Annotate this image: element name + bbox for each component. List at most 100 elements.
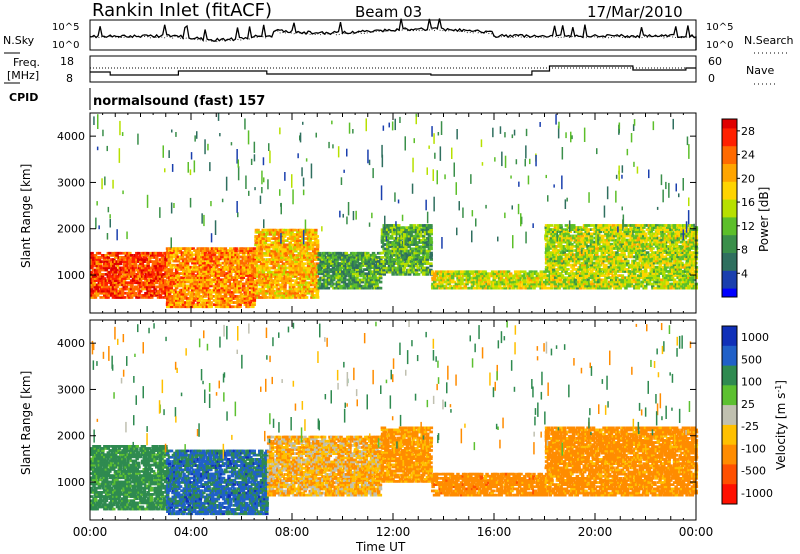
heatmap-cell xyxy=(141,287,145,291)
heatmap-cell xyxy=(593,272,597,275)
heatmap-cell xyxy=(611,261,615,265)
heatmap-cell xyxy=(232,257,237,261)
heatmap-cell xyxy=(310,270,314,274)
heatmap-cell xyxy=(596,257,601,261)
heatmap-cell xyxy=(272,285,276,289)
heatmap-cell xyxy=(604,240,608,244)
heatmap-cell xyxy=(393,258,397,261)
heatmap-cell xyxy=(481,282,485,286)
heatmap-cell xyxy=(550,263,554,267)
heatmap-cell xyxy=(577,247,581,250)
heatmap-cell xyxy=(396,251,401,255)
heatmap-cell xyxy=(400,234,404,238)
heatmap-cell xyxy=(196,257,200,261)
heatmap-cell xyxy=(119,260,123,263)
heatmap-cell xyxy=(131,289,136,293)
heatmap-cell xyxy=(248,301,253,304)
heatmap-cell xyxy=(409,260,414,263)
heatmap-cell xyxy=(153,275,157,278)
heatmap-cell xyxy=(265,291,269,295)
heatmap-cell xyxy=(486,276,491,280)
heatmap-cell xyxy=(148,281,152,285)
heatmap-cell xyxy=(577,259,581,263)
heatmap-cell xyxy=(521,274,525,278)
heatmap-cell xyxy=(340,286,345,290)
heatmap-cell xyxy=(400,243,404,246)
heatmap-cell xyxy=(239,270,244,273)
heatmap-cell xyxy=(593,263,597,267)
heatmap-cell xyxy=(301,256,305,259)
heatmap-cell xyxy=(588,276,592,280)
heatmap-cell xyxy=(582,245,587,248)
heatmap-cell xyxy=(146,254,150,257)
heatmap-cell xyxy=(335,276,339,280)
heatmap-cell xyxy=(212,278,217,282)
heatmap-cell xyxy=(396,230,401,234)
heatmap-cell xyxy=(218,249,222,252)
heatmap-cell xyxy=(151,256,155,259)
heatmap-cell xyxy=(440,282,444,286)
heatmap-cell xyxy=(104,264,108,268)
heatmap-cell xyxy=(182,253,186,257)
heatmap-cell xyxy=(288,249,293,253)
heatmap-cell xyxy=(180,280,184,284)
heatmap-cell xyxy=(313,287,318,291)
heatmap-cell xyxy=(266,270,271,274)
heatmap-cell xyxy=(115,277,120,280)
heatmap-cell xyxy=(115,296,119,299)
heatmap-cell xyxy=(559,268,563,271)
heatmap-cell xyxy=(586,251,590,254)
heatmap-cell xyxy=(223,305,228,309)
heatmap-cell xyxy=(389,260,393,263)
heatmap-cell xyxy=(201,261,206,265)
heatmap-cell xyxy=(169,255,174,259)
heatmap-cell xyxy=(176,303,181,306)
heatmap-cell xyxy=(261,239,266,242)
heatmap-cell xyxy=(584,226,588,229)
heatmap-cell xyxy=(250,292,255,296)
heatmap-cell xyxy=(335,260,339,263)
heatmap-cell xyxy=(577,278,581,282)
heatmap-cell xyxy=(210,247,215,250)
heatmap-cell xyxy=(575,268,579,271)
heatmap-cell xyxy=(564,270,568,273)
heatmap-cell xyxy=(185,299,190,302)
heatmap-cell xyxy=(404,273,408,276)
heatmap-cell xyxy=(304,241,309,245)
heatmap-cell xyxy=(487,282,491,286)
heatmap-cell xyxy=(430,272,435,276)
heatmap-cell xyxy=(283,249,287,253)
heatmap-cell xyxy=(281,296,285,299)
heatmap-cell xyxy=(355,272,359,276)
heatmap-cell xyxy=(236,305,240,309)
heatmap-cell xyxy=(483,284,487,288)
heatmap-cell xyxy=(409,228,413,232)
heatmap-cell xyxy=(341,270,345,274)
heatmap-cell xyxy=(240,278,244,282)
heatmap-cell xyxy=(290,233,294,236)
heatmap-cell xyxy=(613,261,617,265)
heatmap-cell xyxy=(306,266,311,270)
heatmap-cell xyxy=(196,284,201,288)
heatmap-cell xyxy=(602,268,607,271)
heatmap-cell xyxy=(108,277,112,280)
heatmap-cell xyxy=(582,282,587,286)
heatmap-cell xyxy=(277,256,282,259)
heatmap-cell xyxy=(460,280,464,284)
heatmap-cell xyxy=(375,282,379,286)
heatmap-cell xyxy=(108,251,112,255)
heatmap-cell xyxy=(562,247,567,250)
heatmap-cell xyxy=(272,258,276,261)
heatmap-cell xyxy=(608,286,612,290)
heatmap-cell xyxy=(397,224,401,227)
heatmap-cell xyxy=(222,261,226,265)
heatmap-cell xyxy=(92,277,96,280)
heatmap-cell xyxy=(171,301,176,304)
heatmap-cell xyxy=(200,288,204,292)
heatmap-cell xyxy=(254,266,258,270)
heatmap-cell xyxy=(234,286,238,290)
heatmap-cell xyxy=(301,262,305,266)
heatmap-cell xyxy=(523,278,527,282)
heatmap-cell xyxy=(551,234,556,238)
heatmap-cell xyxy=(124,266,128,270)
